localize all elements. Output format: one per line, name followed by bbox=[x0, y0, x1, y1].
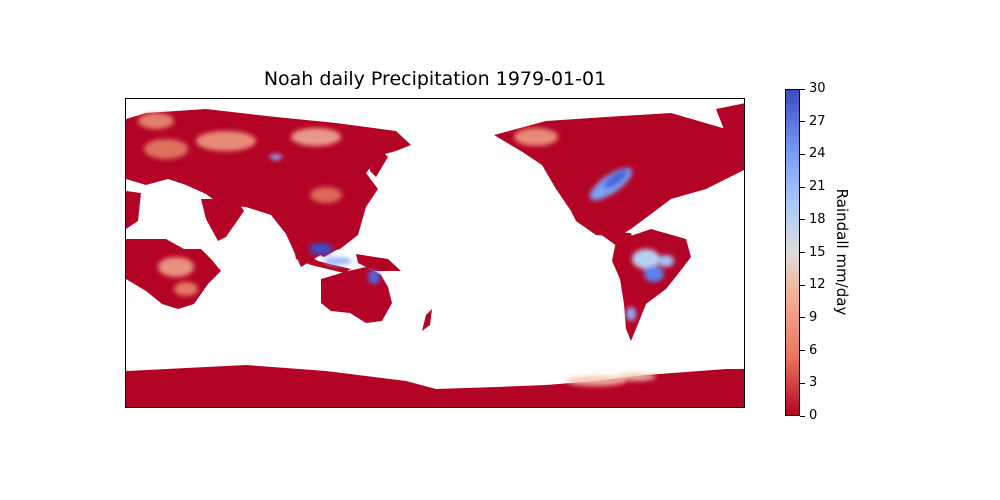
patch-china bbox=[310, 187, 342, 203]
colorbar-tick-mark bbox=[800, 415, 805, 417]
patch-amazon-2 bbox=[644, 266, 664, 282]
colorbar-tick-mark bbox=[800, 219, 805, 221]
colorbar-tick-mark bbox=[800, 284, 805, 286]
colorbar-tick-label: 24 bbox=[809, 146, 826, 162]
colorbar-tick-mark bbox=[800, 317, 805, 319]
colorbar-tick-label: 27 bbox=[809, 113, 826, 129]
colorbar-tick-label: 21 bbox=[809, 179, 826, 195]
patch-south-chile bbox=[626, 307, 636, 321]
land-australia bbox=[321, 267, 392, 323]
colorbar-label: Raindall mm/day bbox=[833, 188, 851, 316]
moderate-rain-patches bbox=[138, 113, 656, 386]
colorbar-tick-mark bbox=[800, 382, 805, 384]
patch-scandinavia bbox=[138, 113, 174, 129]
land-antarctica bbox=[126, 365, 744, 407]
land-sumatra-java bbox=[294, 249, 351, 273]
colorbar-tick-label: 15 bbox=[809, 244, 826, 260]
colorbar bbox=[785, 89, 800, 416]
patch-africa-south bbox=[174, 282, 198, 296]
land-new-guinea bbox=[356, 254, 401, 271]
patch-nw-america bbox=[514, 128, 558, 146]
colorbar-tick-label: 6 bbox=[809, 342, 818, 358]
patch-siberia-2 bbox=[291, 128, 341, 146]
map-frame bbox=[125, 98, 745, 408]
patch-tibet bbox=[270, 154, 282, 160]
patch-europe bbox=[144, 139, 188, 159]
colorbar-tick-mark bbox=[800, 186, 805, 188]
land-india bbox=[201, 199, 244, 241]
colorbar-tick-mark bbox=[800, 252, 805, 253]
land-masses bbox=[126, 103, 744, 407]
patch-siberia-1 bbox=[196, 131, 256, 151]
patch-africa-central bbox=[158, 257, 194, 277]
land-west-europe bbox=[126, 191, 141, 229]
colorbar-tick-mark bbox=[800, 121, 805, 123]
patch-antarctic-peninsula bbox=[566, 376, 626, 386]
land-greenland bbox=[716, 103, 744, 159]
colorbar-tick-label: 0 bbox=[809, 408, 818, 423]
land-eurasia bbox=[126, 109, 411, 267]
colorbar-tick-label: 30 bbox=[809, 81, 826, 96]
patch-antarctic-ice bbox=[616, 373, 656, 381]
patch-eastern-us-core bbox=[604, 169, 628, 189]
colorbar-tick-label: 3 bbox=[809, 375, 818, 391]
colorbar-tick-mark bbox=[800, 153, 805, 155]
colorbar-tick-label: 9 bbox=[809, 309, 818, 325]
land-south-america bbox=[612, 229, 691, 341]
patch-amazon-1 bbox=[632, 249, 660, 269]
land-japan bbox=[370, 151, 388, 177]
colorbar-tick-mark bbox=[800, 88, 805, 90]
colorbar-tick-label: 18 bbox=[809, 211, 826, 227]
patch-amazon-3 bbox=[658, 255, 674, 267]
patch-borneo bbox=[309, 243, 333, 255]
colorbar-tick-label: 12 bbox=[809, 277, 826, 293]
colorbar-tick-mark bbox=[800, 350, 805, 352]
map-title: Noah daily Precipitation 1979-01-01 bbox=[263, 68, 607, 90]
heavy-rain-patches bbox=[270, 154, 674, 321]
land-new-zealand bbox=[422, 309, 432, 331]
patch-java bbox=[324, 257, 352, 265]
precipitation-map bbox=[126, 103, 744, 407]
patch-australia-east bbox=[368, 270, 380, 284]
